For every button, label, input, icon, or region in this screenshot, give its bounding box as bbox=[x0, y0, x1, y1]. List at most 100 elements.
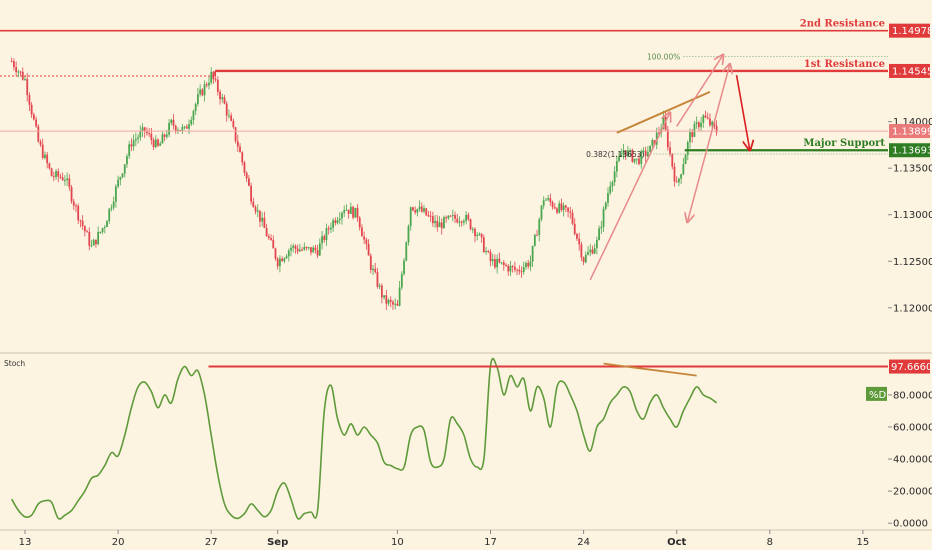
candle-body bbox=[671, 153, 674, 167]
second-resistance-tag-text: 1.14978 bbox=[892, 26, 932, 37]
candle-body bbox=[593, 248, 596, 254]
candle-body bbox=[423, 208, 425, 212]
candle-body bbox=[243, 162, 246, 173]
candle-body bbox=[181, 127, 184, 131]
candle-body bbox=[254, 207, 257, 212]
move-arrow bbox=[676, 55, 724, 127]
candle-body bbox=[538, 219, 541, 236]
candle-body bbox=[223, 97, 226, 104]
candle-body bbox=[13, 61, 15, 68]
candle-body bbox=[416, 209, 419, 213]
candle-body bbox=[192, 110, 195, 120]
candle-body bbox=[385, 295, 388, 304]
candle-body bbox=[86, 231, 88, 233]
candle-body bbox=[24, 79, 26, 81]
candle-body bbox=[201, 89, 204, 96]
candle-body bbox=[287, 250, 290, 257]
candle-body bbox=[41, 144, 44, 158]
candle-body bbox=[61, 177, 64, 181]
candle-body bbox=[463, 220, 465, 223]
price-tick-label: 1.13000 bbox=[893, 210, 932, 221]
candle-body bbox=[560, 203, 563, 211]
stoch-d-line bbox=[11, 357, 718, 520]
candle-body bbox=[296, 248, 299, 252]
stoch-level-tag-text: 97.6660 bbox=[891, 362, 932, 373]
candle-body bbox=[30, 104, 33, 115]
candle-body bbox=[338, 218, 341, 221]
candle-body bbox=[438, 222, 441, 228]
candle-body bbox=[134, 138, 137, 141]
candle-body bbox=[367, 243, 370, 256]
candle-body bbox=[545, 199, 547, 201]
candle-body bbox=[274, 248, 277, 259]
candle-body bbox=[292, 245, 295, 248]
candle-body bbox=[562, 205, 565, 211]
candle-body bbox=[389, 299, 392, 302]
candle-body bbox=[259, 210, 261, 222]
candle-body bbox=[101, 228, 104, 232]
candle-body bbox=[425, 208, 428, 216]
candle-body bbox=[197, 94, 199, 104]
candle-body bbox=[631, 149, 634, 162]
candle-body bbox=[52, 176, 55, 178]
first-resistance-tag-bg bbox=[889, 63, 930, 78]
candle-body bbox=[644, 150, 647, 157]
candle-body bbox=[578, 238, 581, 245]
candle-body bbox=[261, 217, 264, 222]
candle-body bbox=[356, 207, 359, 218]
candle-body bbox=[518, 269, 521, 272]
fib-382-label: 0.382(1.13653) bbox=[586, 150, 644, 159]
candle-body bbox=[697, 122, 700, 128]
candle-body bbox=[540, 205, 543, 220]
candle-body bbox=[693, 124, 696, 137]
candle-body bbox=[99, 231, 102, 233]
candle-body bbox=[219, 91, 221, 100]
candle-body bbox=[398, 287, 401, 306]
candle-body bbox=[272, 239, 275, 249]
candle-body bbox=[312, 247, 315, 253]
candle-body bbox=[445, 217, 448, 219]
candle-body bbox=[221, 97, 224, 100]
major-support-label: Major Support bbox=[803, 138, 885, 149]
candle-body bbox=[72, 201, 75, 206]
candle-body bbox=[491, 259, 494, 262]
candle-body bbox=[622, 150, 625, 155]
candle-body bbox=[83, 226, 86, 232]
candle-body bbox=[686, 142, 689, 155]
candle-body bbox=[700, 122, 702, 128]
candle-body bbox=[146, 131, 148, 134]
candle-body bbox=[321, 236, 323, 244]
candle-body bbox=[19, 71, 22, 73]
stoch-trendline bbox=[603, 362, 697, 377]
candle-body bbox=[533, 234, 536, 246]
candle-body bbox=[194, 103, 197, 111]
candle-body bbox=[551, 202, 554, 208]
candle-body bbox=[95, 239, 97, 245]
candle-body bbox=[154, 139, 157, 148]
fib-100-label: 100.00% bbox=[647, 53, 680, 62]
stoch-tick-label: 60.0000 bbox=[893, 422, 932, 433]
candle-body bbox=[487, 251, 490, 253]
candle-body bbox=[64, 180, 66, 182]
candle-body bbox=[604, 202, 607, 209]
candle-body bbox=[285, 256, 288, 259]
candle-body bbox=[37, 126, 40, 142]
candle-body bbox=[294, 245, 297, 249]
candle-body bbox=[383, 295, 385, 298]
price-pane: 1.14000 1.13500 1.13000 1.12500 1.12000 2nd … bbox=[0, 19, 932, 314]
candle-body bbox=[352, 206, 354, 218]
candle-body bbox=[516, 269, 518, 271]
candle-body bbox=[451, 215, 454, 217]
candle-body bbox=[567, 207, 569, 212]
candle-body bbox=[374, 268, 377, 273]
candle-body bbox=[161, 134, 164, 144]
candle-body bbox=[28, 95, 31, 105]
candle-body bbox=[502, 262, 505, 266]
candle-body bbox=[216, 79, 219, 92]
candle-body bbox=[489, 251, 492, 262]
candle-body bbox=[190, 119, 193, 125]
candle-body bbox=[627, 150, 629, 157]
candle-body bbox=[66, 178, 69, 181]
